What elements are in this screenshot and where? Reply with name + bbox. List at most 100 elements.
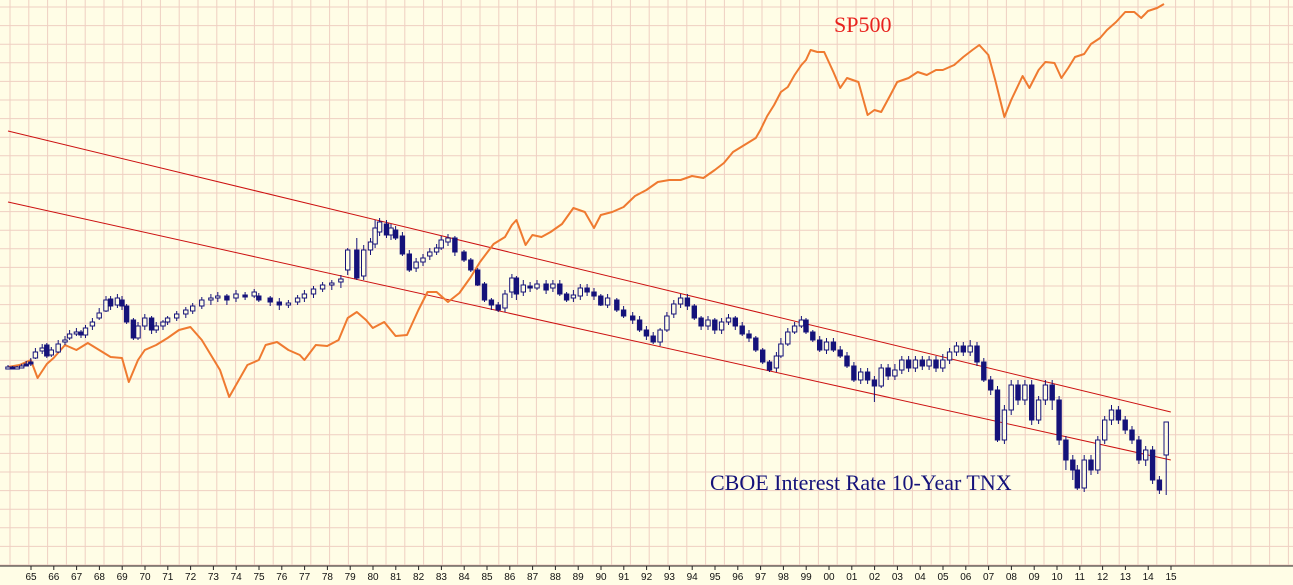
tnx-candle: [32, 348, 39, 359]
tnx-candle: [1063, 436, 1069, 470]
tnx-candle: [190, 303, 196, 314]
tnx-candle: [946, 348, 953, 364]
candle-body: [242, 294, 248, 298]
candle-body: [488, 299, 495, 306]
x-tick-label: 12: [1097, 572, 1109, 583]
candle-body: [1122, 419, 1128, 431]
candle-body: [338, 278, 344, 283]
tnx-candle: [199, 297, 205, 309]
x-tick-label: 95: [709, 572, 721, 583]
tnx-candle: [372, 220, 378, 248]
x-tick-label: 10: [1051, 572, 1063, 583]
x-tick-label: 00: [823, 572, 835, 583]
candle-body: [557, 283, 563, 295]
tnx-candle: [563, 292, 570, 302]
candle-body: [994, 389, 1001, 441]
candle-body: [383, 223, 390, 236]
candle-body: [967, 345, 973, 353]
candle-body: [817, 339, 823, 351]
tnx-candle: [636, 316, 643, 332]
tnx-candle: [577, 284, 583, 300]
tnx-series: [5, 218, 1169, 495]
tnx-candle: [1015, 380, 1021, 405]
candle-body: [550, 283, 556, 289]
x-tick-label: 02: [869, 572, 881, 583]
tnx-candle: [276, 298, 283, 310]
tnx-candle: [142, 314, 148, 330]
candle-body: [354, 249, 360, 279]
tnx-candle: [1115, 406, 1122, 424]
tnx-candle: [725, 314, 732, 325]
tnx-candle: [732, 316, 738, 330]
tnx-candle: [1008, 380, 1014, 415]
candle-body: [9, 366, 16, 370]
tnx-candle: [691, 304, 697, 320]
tnx-candle: [44, 343, 50, 358]
sp500-line: [7, 3, 1165, 398]
candle-body: [406, 253, 413, 271]
tnx-candle: [643, 326, 650, 340]
tnx-candle: [310, 286, 317, 298]
x-tick-label: 94: [687, 572, 699, 583]
candle-body: [604, 297, 611, 306]
tnx-candle: [208, 294, 214, 305]
candle-body: [461, 251, 467, 261]
candle-body: [513, 277, 520, 295]
candle-body: [684, 297, 691, 307]
candle-body: [718, 321, 725, 331]
tnx-candle: [413, 258, 419, 272]
tnx-candle: [760, 348, 766, 364]
tnx-candle: [1129, 426, 1135, 444]
x-tick-label: 99: [801, 572, 813, 583]
tnx-candle: [851, 362, 857, 382]
tnx-candle: [251, 289, 257, 298]
candle-body: [778, 343, 784, 357]
candle-body: [107, 298, 114, 307]
tnx-candle: [427, 248, 433, 260]
tnx-candle: [256, 293, 262, 302]
candle-body: [892, 369, 898, 377]
x-axis: 65 66 67 68 69 70 71 72 73 74 75 76 77 78 79 80 81 82 83 84…: [25, 566, 1177, 583]
tnx-candle: [285, 300, 292, 308]
tnx-candle: [712, 318, 718, 334]
candle-body: [912, 359, 919, 369]
tnx-candle: [570, 290, 577, 302]
x-tick-label: 98: [778, 572, 790, 583]
candle-body: [420, 257, 426, 263]
tnx-candle: [367, 238, 374, 255]
x-tick-label: 86: [504, 572, 516, 583]
x-tick-label: 97: [755, 572, 767, 583]
tnx-candle: [534, 280, 540, 290]
tnx-candle: [329, 280, 335, 290]
candle-body: [520, 284, 526, 293]
x-tick-label: 71: [162, 572, 174, 583]
tnx-candle: [620, 306, 627, 318]
candle-body: [878, 367, 884, 387]
tnx-candle: [183, 307, 189, 318]
tnx-candle: [502, 290, 508, 312]
tnx-candle: [445, 234, 451, 246]
candle-body: [584, 287, 590, 293]
candle-body: [712, 319, 718, 331]
tnx-candle: [557, 280, 563, 296]
candle-body: [367, 241, 374, 251]
candle-body: [671, 303, 677, 315]
candle-body: [32, 351, 39, 359]
candle-body: [135, 325, 141, 339]
candle-body: [123, 305, 130, 323]
tnx-candle: [62, 336, 68, 345]
candle-body: [760, 349, 766, 363]
tnx-candle: [354, 238, 360, 280]
candle-body: [199, 299, 205, 307]
candle-body: [1022, 384, 1028, 401]
tnx-candle: [1149, 446, 1156, 484]
candle-body: [1056, 399, 1062, 441]
tnx-candle: [584, 284, 590, 296]
tnx-candle: [513, 276, 520, 300]
candle-body: [114, 297, 121, 306]
x-tick-label: 79: [345, 572, 357, 583]
tnx-candle: [66, 330, 73, 340]
candle-body: [1136, 439, 1142, 461]
candle-body: [19, 365, 25, 369]
